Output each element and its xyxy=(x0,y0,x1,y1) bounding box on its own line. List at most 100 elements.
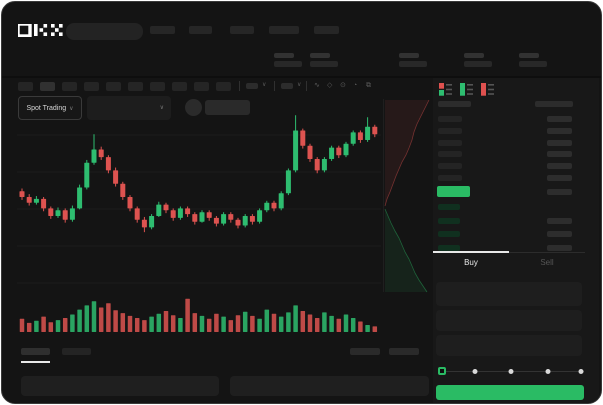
stat-label-placeholder xyxy=(519,53,539,58)
tab-buy[interactable]: Buy xyxy=(464,258,478,267)
bottom-input-placeholder[interactable] xyxy=(230,376,429,396)
timeframe-button[interactable] xyxy=(40,82,55,91)
ask-row[interactable] xyxy=(433,172,599,184)
last-price-row[interactable] xyxy=(433,184,599,201)
slider-handle[interactable] xyxy=(438,366,446,375)
search-input[interactable] xyxy=(66,23,143,40)
bid-price-placeholder xyxy=(438,204,460,210)
timeframe-button[interactable] xyxy=(194,82,209,91)
nav-item[interactable] xyxy=(269,26,299,34)
toolbar-divider xyxy=(306,81,307,91)
timeframe-button[interactable] xyxy=(18,82,33,91)
bid-row[interactable] xyxy=(433,215,599,229)
timeframe-button[interactable] xyxy=(150,82,165,91)
pair-dropdown[interactable]: ∨ xyxy=(87,96,171,120)
slider-stop-dot[interactable] xyxy=(472,368,477,374)
bid-amount-placeholder xyxy=(547,217,572,224)
buy-button[interactable] xyxy=(436,385,584,400)
timeframe-button[interactable] xyxy=(62,82,77,91)
slider-stop-dot[interactable] xyxy=(545,368,550,374)
nav-item[interactable] xyxy=(189,26,212,34)
amount-col-header xyxy=(535,101,573,107)
ask-row[interactable] xyxy=(433,113,599,125)
ask-amount-placeholder xyxy=(547,116,572,122)
ask-row[interactable] xyxy=(433,125,599,137)
chevron-down-icon: ∨ xyxy=(69,105,74,112)
book-both-icon[interactable] xyxy=(439,83,452,96)
bids-list xyxy=(433,201,599,255)
bid-row[interactable] xyxy=(433,242,599,256)
book-header xyxy=(433,100,599,112)
chevron-down-icon: ∨ xyxy=(262,82,267,88)
market-type-label: Spot Trading xyxy=(26,104,67,112)
stat-value-placeholder xyxy=(399,61,427,67)
timeframe-button[interactable] xyxy=(106,82,121,91)
stat-value-placeholder xyxy=(519,61,547,67)
slider-stop-dot[interactable] xyxy=(578,368,584,374)
ask-amount-placeholder xyxy=(547,127,572,134)
orders-filter-placeholder[interactable] xyxy=(350,348,380,355)
chevron-down-icon: ∨ xyxy=(297,82,302,88)
bid-price-placeholder xyxy=(438,231,460,237)
nav-item[interactable] xyxy=(150,26,175,34)
bid-row[interactable] xyxy=(433,228,599,242)
orders-filter-placeholder[interactable] xyxy=(389,348,419,355)
header xyxy=(2,2,601,48)
nav-item[interactable] xyxy=(314,26,339,34)
chart-type-dropdown-placeholder[interactable] xyxy=(281,83,293,89)
bid-amount-placeholder xyxy=(547,231,572,237)
ask-row[interactable] xyxy=(433,148,599,160)
stat-label-placeholder xyxy=(310,53,330,58)
ask-amount-placeholder xyxy=(547,151,572,158)
price-col-header xyxy=(438,101,471,107)
ask-row[interactable] xyxy=(433,137,599,149)
indicator-dropdown-placeholder[interactable] xyxy=(246,83,258,89)
book-sells-icon[interactable] xyxy=(481,83,494,96)
orderbook-panel: Buy Sell xyxy=(433,78,599,403)
chevron-down-icon: ∨ xyxy=(159,105,164,111)
timeframe-button[interactable] xyxy=(216,82,231,91)
book-buys-icon[interactable] xyxy=(460,83,473,96)
book-view-modes xyxy=(433,78,599,98)
stat-value-placeholder xyxy=(464,61,492,67)
tab-sell[interactable]: Sell xyxy=(540,258,554,267)
bottom-input-placeholder[interactable] xyxy=(21,376,219,396)
order-side-tabs: Buy Sell xyxy=(433,251,585,272)
amount-placeholder xyxy=(547,189,572,195)
amount-input[interactable] xyxy=(436,310,582,331)
total-input[interactable] xyxy=(436,335,582,356)
slider-stop-dot[interactable] xyxy=(508,368,514,374)
chart-toolbar: ∨ ∨ ∿ ◇ ⊙ ◔ ⧉ xyxy=(2,78,433,97)
bid-price-placeholder xyxy=(438,217,460,224)
bid-amount-placeholder xyxy=(547,244,572,251)
amount-slider[interactable] xyxy=(438,366,584,376)
clock-icon[interactable]: ◔ xyxy=(353,82,358,89)
toolbar-divider xyxy=(274,81,275,91)
ask-price-placeholder xyxy=(438,139,462,146)
draw-icon[interactable]: ◇ xyxy=(327,82,333,89)
orders-tab-active[interactable] xyxy=(21,348,50,355)
stat-label-placeholder xyxy=(274,53,294,58)
ask-amount-placeholder xyxy=(547,163,572,170)
stat-label-placeholder xyxy=(399,53,419,58)
stat-value-placeholder xyxy=(274,61,302,67)
price-input[interactable] xyxy=(436,282,582,306)
toolbar-divider xyxy=(239,81,240,91)
stat-label-placeholder xyxy=(464,53,484,58)
bid-row[interactable] xyxy=(433,201,599,215)
fullscreen-icon[interactable]: ⧉ xyxy=(366,82,371,89)
orders-tab[interactable] xyxy=(62,348,91,355)
ask-price-placeholder xyxy=(438,151,462,158)
nav-item[interactable] xyxy=(230,26,254,34)
timeframe-button[interactable] xyxy=(172,82,187,91)
timeframe-button[interactable] xyxy=(84,82,99,91)
ask-amount-placeholder xyxy=(547,174,572,181)
timeframe-button[interactable] xyxy=(128,82,143,91)
ask-amount-placeholder xyxy=(547,139,572,146)
camera-icon[interactable]: ⊙ xyxy=(340,82,346,89)
chart-canvas[interactable] xyxy=(2,78,433,342)
market-type-dropdown[interactable]: Spot Trading ∨ xyxy=(18,96,82,120)
ask-row[interactable] xyxy=(433,160,599,172)
wave-indicator-icon[interactable]: ∿ xyxy=(314,82,320,89)
